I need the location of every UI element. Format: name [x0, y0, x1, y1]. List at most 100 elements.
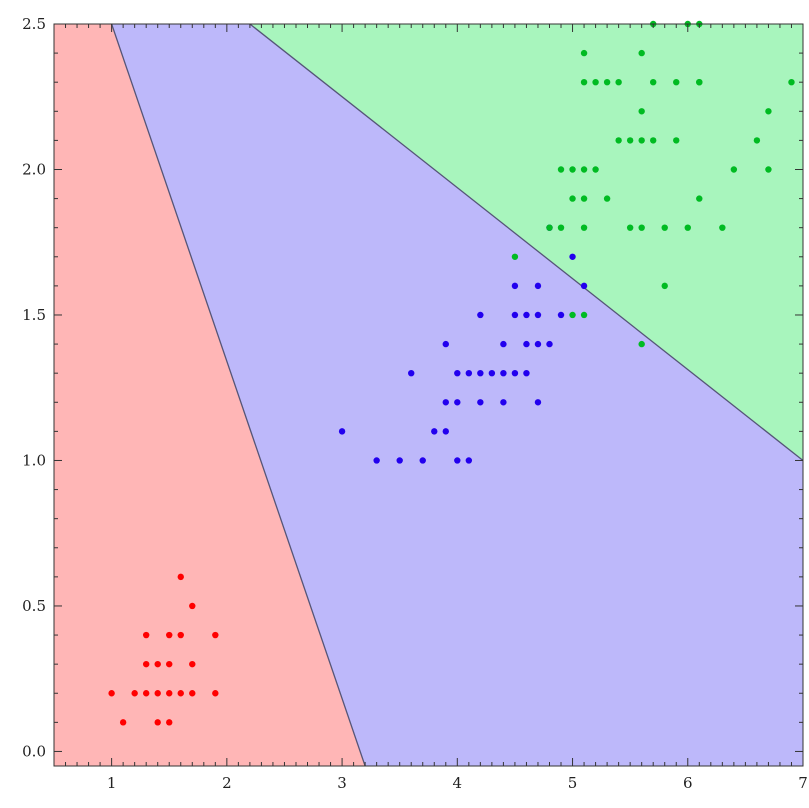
data-point	[580, 49, 588, 57]
data-point	[592, 166, 599, 173]
y-tick-label: 1.5	[22, 306, 46, 324]
data-point	[661, 224, 668, 231]
data-point	[373, 457, 380, 464]
x-axis: 1 2 3 4 5 6 7	[53, 24, 808, 792]
data-point	[500, 340, 507, 348]
data-point	[603, 195, 611, 202]
data-point	[661, 282, 668, 290]
data-point	[557, 166, 565, 173]
data-point	[511, 311, 519, 319]
data-point	[546, 224, 553, 231]
data-point	[523, 311, 530, 319]
data-point	[696, 78, 703, 86]
data-point	[511, 253, 519, 260]
data-point	[142, 660, 150, 668]
data-point	[650, 78, 657, 86]
data-point	[189, 602, 196, 610]
data-point	[557, 224, 565, 231]
plot-frame	[53, 23, 804, 767]
y-tick-label: 1.0	[22, 451, 46, 469]
x-tick-label: 3	[337, 774, 347, 792]
data-point	[638, 340, 645, 348]
data-point	[569, 311, 576, 319]
data-point	[166, 660, 173, 668]
data-point	[477, 399, 484, 406]
data-point	[638, 108, 645, 115]
x-tick-label: 2	[222, 774, 232, 792]
data-point	[465, 369, 473, 377]
data-point	[788, 78, 795, 86]
data-point	[454, 457, 461, 464]
data-point	[580, 78, 588, 86]
data-point	[546, 340, 553, 348]
data-point	[592, 78, 599, 86]
region-blue	[111, 24, 804, 766]
data-point	[177, 573, 184, 581]
data-point	[419, 457, 426, 464]
y-tick-label: 0.0	[22, 742, 46, 760]
data-point	[638, 137, 645, 144]
data-point	[580, 195, 588, 202]
x-tick-label: 1	[107, 774, 117, 792]
data-point	[465, 457, 473, 464]
data-point	[477, 369, 484, 377]
data-point	[523, 340, 530, 348]
data-point	[765, 108, 772, 115]
data-point	[684, 224, 691, 231]
data-point	[212, 631, 219, 639]
data-point	[511, 369, 519, 377]
data-point	[534, 282, 542, 290]
data-point	[131, 690, 138, 697]
data-point	[142, 631, 150, 639]
data-point	[569, 166, 576, 173]
data-point	[500, 369, 507, 377]
data-point	[500, 399, 507, 406]
data-point	[719, 224, 726, 231]
data-point	[154, 690, 161, 697]
data-point	[166, 631, 173, 639]
data-point	[166, 719, 173, 726]
data-point	[603, 78, 611, 86]
data-point	[569, 253, 576, 260]
data-point	[557, 311, 565, 319]
data-point	[534, 311, 542, 319]
data-point	[189, 690, 196, 697]
data-point	[626, 224, 634, 231]
data-point	[580, 311, 588, 319]
data-point	[454, 369, 461, 377]
data-point	[396, 457, 403, 464]
data-point	[580, 282, 588, 290]
data-point	[638, 224, 645, 231]
data-point	[580, 166, 588, 173]
y-tick-label: 0.5	[22, 597, 46, 615]
data-point	[177, 690, 184, 697]
data-point	[442, 399, 449, 406]
data-point	[442, 428, 449, 435]
y-tick-label: 2.5	[22, 15, 46, 33]
data-point	[569, 195, 576, 202]
data-point	[119, 719, 127, 726]
data-point	[615, 78, 622, 86]
decision-regions	[54, 24, 804, 766]
data-point	[511, 282, 519, 290]
data-point	[408, 369, 415, 377]
data-point	[534, 340, 542, 348]
data-point	[765, 166, 772, 173]
data-point	[650, 137, 657, 144]
data-point	[673, 137, 680, 144]
data-point	[338, 428, 346, 435]
data-point	[673, 78, 680, 86]
data-points	[108, 20, 795, 726]
boundary-line-2	[249, 23, 804, 461]
data-point	[454, 399, 461, 406]
x-tick-label: 7	[798, 774, 808, 792]
decision-boundaries	[111, 23, 804, 767]
y-tick-label: 2.0	[22, 160, 46, 178]
data-point	[166, 690, 173, 697]
boundary-line-1	[111, 23, 366, 767]
data-point	[142, 690, 150, 697]
data-point	[730, 166, 738, 173]
x-tick-label: 6	[683, 774, 693, 792]
data-point	[154, 719, 161, 726]
data-point	[626, 137, 634, 144]
